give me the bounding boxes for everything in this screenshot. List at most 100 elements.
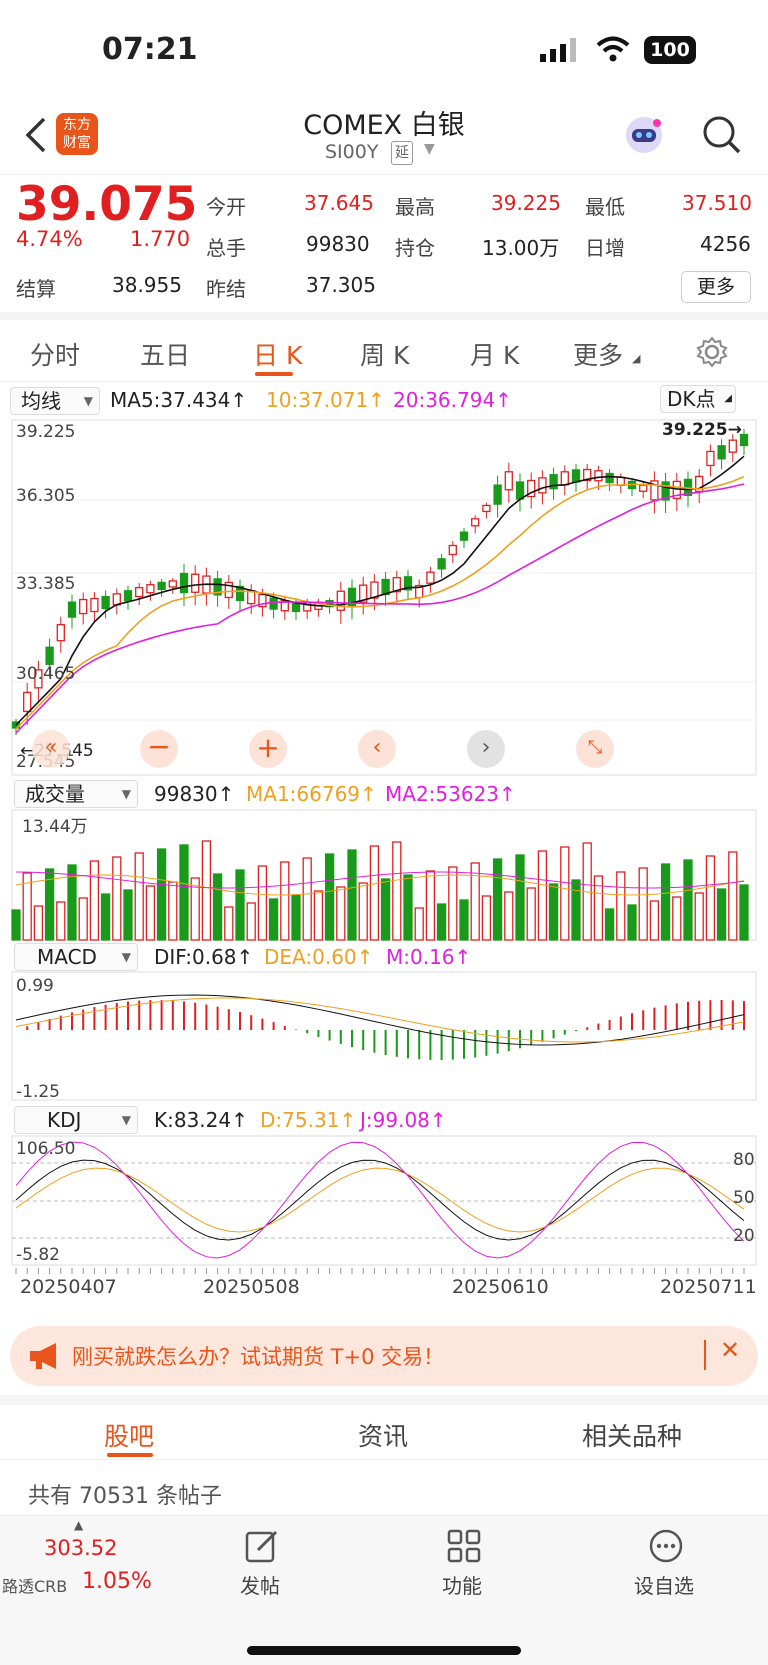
more-button[interactable]: 更多 (681, 271, 751, 303)
candle-body (672, 480, 681, 500)
volume-ma1-line (15, 874, 745, 896)
volume-bar (649, 900, 660, 941)
volume-bar (336, 886, 346, 941)
kdj-top-label: 106.50 (16, 1139, 76, 1159)
candle-body (258, 593, 267, 608)
tab-daily-k[interactable]: 日 K (253, 341, 303, 370)
zoom-out-icon[interactable]: − (140, 730, 178, 768)
chevron-down-icon[interactable]: ▼ (424, 141, 435, 157)
banner-divider (704, 1340, 706, 1370)
zoom-in-icon[interactable]: + (249, 730, 287, 768)
settle-value: 38.955 (112, 273, 182, 297)
moving-average-lines (15, 455, 745, 734)
volume-bar (436, 903, 447, 941)
post-button-label[interactable]: 发帖 (240, 1574, 280, 1598)
tab-more[interactable]: 更多 (573, 341, 624, 370)
volume-bar (571, 879, 581, 941)
close-icon[interactable]: ✕ (720, 1336, 741, 1364)
candle-body (594, 470, 603, 482)
kline-chart-area[interactable] (0, 415, 768, 1325)
tab-weekly-k[interactable]: 周 K (360, 341, 410, 370)
macd-dif: DIF:0.68↑ (154, 945, 254, 969)
search-icon[interactable] (702, 115, 742, 155)
functions-button-label[interactable]: 功能 (442, 1574, 482, 1598)
volume-bar (414, 907, 424, 941)
tab-intraday[interactable]: 分时 (30, 341, 81, 370)
edit-post-icon[interactable] (244, 1528, 280, 1564)
candle-body (493, 484, 502, 505)
more-dots-icon[interactable] (648, 1528, 684, 1564)
scroll-left-icon[interactable]: ‹ (358, 730, 396, 768)
candle-body (538, 477, 547, 494)
candle-body (471, 518, 480, 527)
kdj-select[interactable]: KDJ ▼ (14, 1106, 138, 1134)
dk-points-button[interactable]: DK点 ◢ (660, 385, 736, 413)
active-tab-indicator (255, 372, 293, 376)
candle-body (191, 573, 200, 593)
app-logo[interactable]: 东方 财富 (56, 113, 98, 155)
add-watchlist-label[interactable]: 设自选 (634, 1574, 694, 1598)
candle-body (728, 439, 737, 453)
index-value[interactable]: 303.52 (44, 1536, 118, 1560)
scroll-right-icon[interactable]: › (467, 730, 505, 768)
promo-banner[interactable]: 刚买就跌怎么办？试试期货 T+0 交易！ ✕ (10, 1326, 758, 1386)
chevron-down-icon: ▼ (83, 394, 93, 408)
candle-body (482, 504, 491, 513)
volume-bar (392, 841, 402, 941)
candle-body (269, 597, 278, 610)
tab-monthly-k[interactable]: 月 K (470, 341, 520, 370)
volume-bar (358, 882, 368, 941)
volume-bar (291, 894, 301, 941)
volume-bar (190, 877, 200, 941)
rewind-icon[interactable]: « (32, 730, 70, 768)
macd-select[interactable]: MACD ▼ (14, 943, 138, 971)
tab-related[interactable]: 相关品种 (582, 1422, 683, 1451)
volume-bar (515, 854, 525, 941)
kdj-bottom-label: -5.82 (16, 1245, 60, 1265)
indicator-select[interactable]: 均线 ▼ (10, 387, 100, 415)
clock: 07:21 (102, 32, 198, 67)
period-tabs: 分时 五日 日 K 周 K 月 K 更多 ◢ (0, 322, 768, 382)
candle-body (527, 479, 536, 498)
back-icon[interactable] (24, 117, 48, 153)
dif-line (15, 994, 745, 1046)
volume-current: 99830↑ (154, 782, 235, 806)
volume-bar (380, 878, 391, 941)
macd-bottom-label: -1.25 (16, 1082, 60, 1102)
volume-bar (616, 871, 626, 941)
open-interest-value: 13.00万 (482, 236, 560, 260)
candle-body (515, 481, 525, 500)
index-change: 1.05% (82, 1569, 152, 1594)
volume-bar (145, 885, 156, 941)
change-percent: 4.74% (16, 227, 83, 251)
candle-body (739, 433, 749, 447)
kdj-k: K:83.24↑ (154, 1108, 248, 1132)
candle-body (403, 576, 413, 591)
volume-bar (100, 893, 111, 941)
contract-code[interactable]: SI00Y (325, 141, 379, 163)
open-value: 37.645 (304, 191, 374, 215)
chevron-down-icon: ▼ (121, 950, 131, 964)
ma10-value: 10:37.071↑ (266, 388, 385, 412)
volume-select[interactable]: 成交量 ▼ (14, 780, 138, 808)
megaphone-icon (30, 1343, 56, 1369)
fullscreen-icon[interactable]: ⤡ (576, 730, 614, 768)
robot-assistant-icon[interactable] (622, 113, 666, 157)
tab-news[interactable]: 资讯 (358, 1422, 409, 1451)
tab-forum[interactable]: 股吧 (104, 1422, 155, 1451)
candle-body (336, 590, 345, 611)
volume-bar (403, 874, 413, 941)
candle-body (325, 600, 334, 608)
volume-bar (280, 861, 290, 941)
candle-body (90, 597, 99, 613)
tab-five-day[interactable]: 五日 (140, 341, 191, 370)
volume-bar (739, 884, 749, 941)
kdj-d: D:75.31↑ (260, 1108, 357, 1132)
volume-ma1: MA1:66769↑ (246, 782, 377, 806)
volume-bar (526, 887, 536, 941)
candle-body (583, 468, 592, 482)
functions-icon[interactable] (446, 1528, 482, 1564)
low-label: 最低 (585, 195, 625, 219)
candle-body (359, 584, 368, 603)
gear-icon[interactable] (696, 336, 728, 368)
